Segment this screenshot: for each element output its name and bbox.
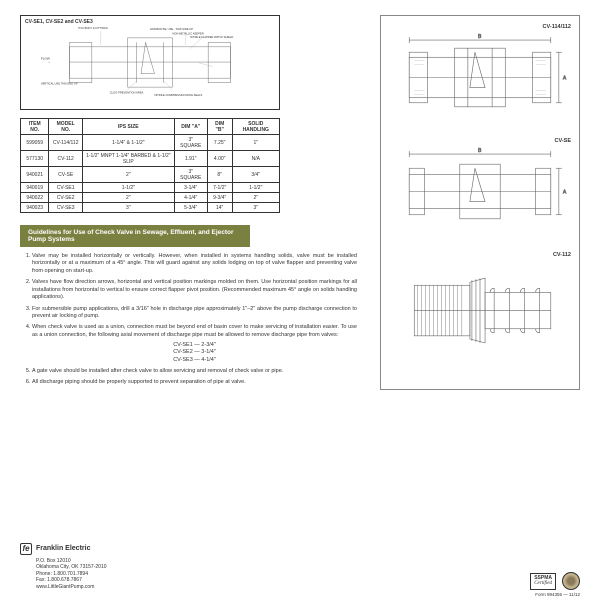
address: P.O. Box 12010 Oklahoma City, OK 73157-2… [36,558,107,591]
franklin-logo: fe Franklin Electric [20,543,107,555]
table-row: 599059CV-114/1121-1/4" & 1-1/2"3" SQUARE… [21,135,280,151]
seal-icon [562,572,580,590]
svg-text:HORIZONTAL USE - THIS SIDE UP: HORIZONTAL USE - THIS SIDE UP [150,27,193,31]
table-header: DIM "A" [174,119,207,135]
svg-text:A: A [563,189,567,195]
svg-text:PVC BODY & FITTINGS: PVC BODY & FITTINGS [78,26,107,30]
svg-text:A: A [563,76,567,82]
svg-text:VERTICAL USE THIS END UP: VERTICAL USE THIS END UP [41,81,78,85]
certifications: SSPMA Certified [530,572,580,590]
table-row: 940021CV-SE2"3" SQUARE8"3/4" [21,167,280,183]
guidelines-list: Valve may be installed horizontally or v… [20,253,365,386]
svg-text:B: B [478,148,482,154]
diagram-label: CV-112 [389,252,571,258]
valve-cross-section: → FLOW PVC BODY & FITTINGS HORIZONTAL US… [25,20,275,105]
table-row: 940023CV-SE33"5-3/4"14"3" [21,203,280,213]
table-header: DIM "B" [207,119,232,135]
sspma-badge: SSPMA Certified [530,573,556,590]
right-diagrams-panel: CV-114/112 B A [380,15,580,390]
table-header: ITEM NO. [21,119,49,135]
table-row: 577130CV-1121-1/2" MNPT 1-1/4" BARBED & … [21,151,280,167]
svg-text:B: B [478,34,482,40]
fe-icon: fe [20,543,32,555]
diagram-label: CV-114/112 [389,24,571,30]
table-header: SOLID HANDLING [232,119,279,135]
cv-112-diagram [389,260,571,351]
svg-text:NON-METALLIC KEEPER: NON-METALLIC KEEPER [172,31,203,35]
company-name: Franklin Electric [36,545,90,552]
guideline-item: For submersible pump applications, drill… [32,306,365,321]
guideline-item: When check valve is used as a union, con… [32,324,365,363]
footer: fe Franklin Electric P.O. Box 12010 Okla… [20,543,580,591]
cv-114-diagram: B A [389,32,571,118]
cv-se-diagram: B A [389,146,571,232]
main-diagram: CV-SE1, CV-SE2 and CV-SE3 → [20,15,280,110]
table-header: MODEL NO. [49,119,83,135]
guideline-item: Valves have flow direction arrows, horiz… [32,279,365,301]
diagram-title: CV-SE1, CV-SE2 and CV-SE3 [25,19,93,25]
guideline-item: A gate valve should be installed after c… [32,368,365,375]
table-row: 940022CV-SE22"4-1/4"9-3/4"2" [21,193,280,203]
svg-text:→: → [47,60,51,64]
guidelines-header: Guidelines for Use of Check Valve in Sew… [20,225,250,247]
form-number: Form 994355 — 11/12 [535,592,580,597]
svg-text:FLOW: FLOW [41,56,50,60]
spec-table: ITEM NO.MODEL NO.IPS SIZEDIM "A"DIM "B"S… [20,118,280,213]
svg-text:NITRILE COMPRESSION RING SEALS: NITRILE COMPRESSION RING SEALS [154,93,202,97]
guideline-item: All discharge piping should be properly … [32,379,365,386]
table-header: IPS SIZE [82,119,174,135]
svg-text:NITRILE FLAPPER W/PVC SHIELD: NITRILE FLAPPER W/PVC SHIELD [190,35,233,39]
svg-text:CLOG PREVENTION AREA: CLOG PREVENTION AREA [110,90,144,94]
diagram-label: CV-SE [389,138,571,144]
table-row: 940019CV-SE11-1/2"3-1/4"7-1/2"1-1/2" [21,183,280,193]
guideline-item: Valve may be installed horizontally or v… [32,253,365,275]
